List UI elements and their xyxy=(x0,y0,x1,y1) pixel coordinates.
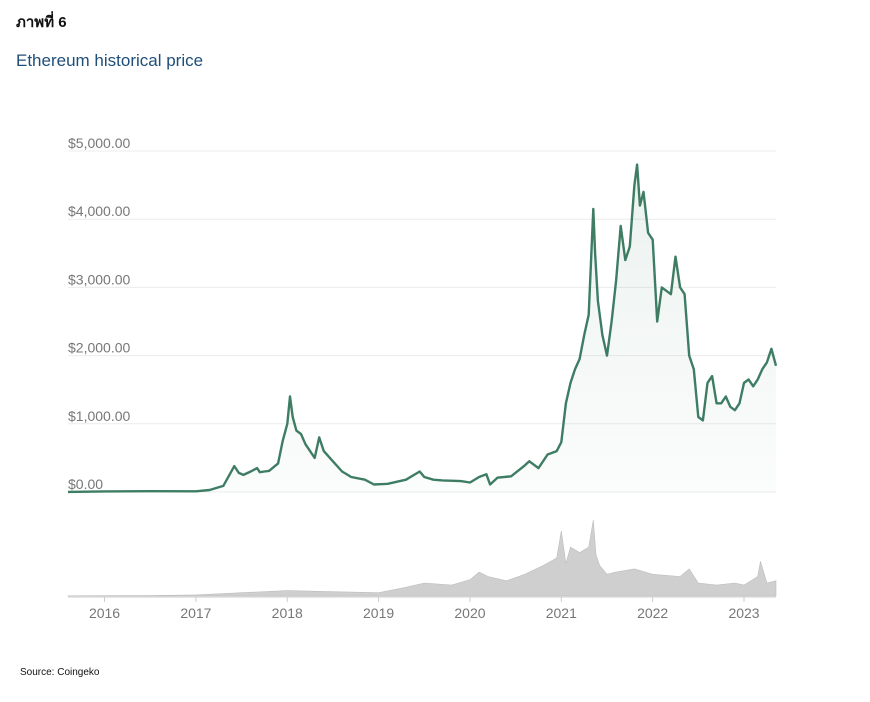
x-tick-label: 2016 xyxy=(89,605,120,621)
y-axis-tick-labels: $5,000.00 $4,000.00 $3,000.00 $2,000.00 $1,0… xyxy=(68,135,130,492)
price-line xyxy=(67,163,778,494)
price-area xyxy=(68,164,776,492)
y-tick-label: $3,000.00 xyxy=(68,271,130,287)
volume-chart xyxy=(67,519,777,597)
x-tick-label: 2018 xyxy=(272,605,303,621)
x-tick-label: 2019 xyxy=(363,605,394,621)
y-tick-label: $4,000.00 xyxy=(68,203,130,219)
chart-title: Ethereum historical price xyxy=(16,51,204,70)
x-tick-label: 2023 xyxy=(728,605,759,621)
y-tick-label: $1,000.00 xyxy=(68,408,130,424)
figure-label: ภาพที่ 6 xyxy=(16,14,67,31)
source-note: Source: Coingeko xyxy=(20,667,100,678)
price-line-layer xyxy=(67,163,778,494)
x-tick-label: 2020 xyxy=(454,605,485,621)
x-axis xyxy=(68,596,776,602)
volume-area xyxy=(67,519,777,597)
x-axis-tick-labels: 2016 2017 2018 2019 2020 2021 2022 2023 xyxy=(89,605,760,621)
y-tick-label: $5,000.00 xyxy=(68,135,130,151)
y-tick-label: $2,000.00 xyxy=(68,340,130,356)
price-area-fill xyxy=(68,164,776,492)
x-tick-label: 2022 xyxy=(637,605,668,621)
y-tick-label: $0.00 xyxy=(68,476,103,492)
x-tick-label: 2021 xyxy=(546,605,577,621)
x-tick-label: 2017 xyxy=(180,605,211,621)
